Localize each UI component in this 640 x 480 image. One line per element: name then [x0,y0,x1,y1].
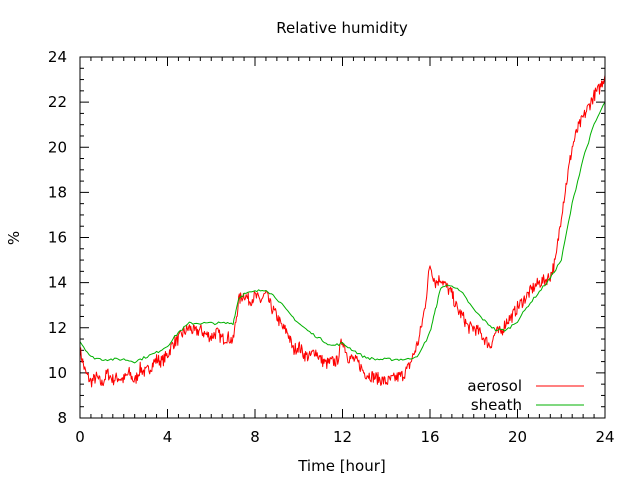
y-tick-label: 22 [48,93,67,111]
x-tick-label: 20 [508,428,527,446]
chart-title: Relative humidity [276,19,408,37]
y-tick-label: 10 [48,364,67,382]
y-tick-label: 12 [48,319,67,337]
x-tick-label: 8 [250,428,260,446]
x-tick-label: 24 [595,428,614,446]
x-tick-label: 4 [163,428,173,446]
y-tick-label: 8 [57,409,67,427]
series-line-aerosol [79,75,606,388]
y-tick-label: 20 [48,138,67,156]
y-tick-label: 24 [48,48,67,66]
series-line-sheath [79,101,606,364]
plot-frame [79,56,606,419]
x-axis-label: Time [hour] [297,457,386,475]
x-tick-label: 12 [333,428,352,446]
legend-label-aerosol: aerosol [467,377,522,395]
series-layer [79,75,606,388]
y-tick-label: 16 [48,229,67,247]
y-axis-label: % [5,231,23,245]
legend-label-sheath: sheath [471,396,522,414]
axis-ticks: 0 4 8 12 16 20 24 8 10 12 14 16 18 20 22 24 [48,48,615,446]
y-tick-label: 18 [48,183,67,201]
x-tick-label: 16 [420,428,439,446]
x-tick-label: 0 [75,428,85,446]
y-tick-label: 14 [48,274,67,292]
